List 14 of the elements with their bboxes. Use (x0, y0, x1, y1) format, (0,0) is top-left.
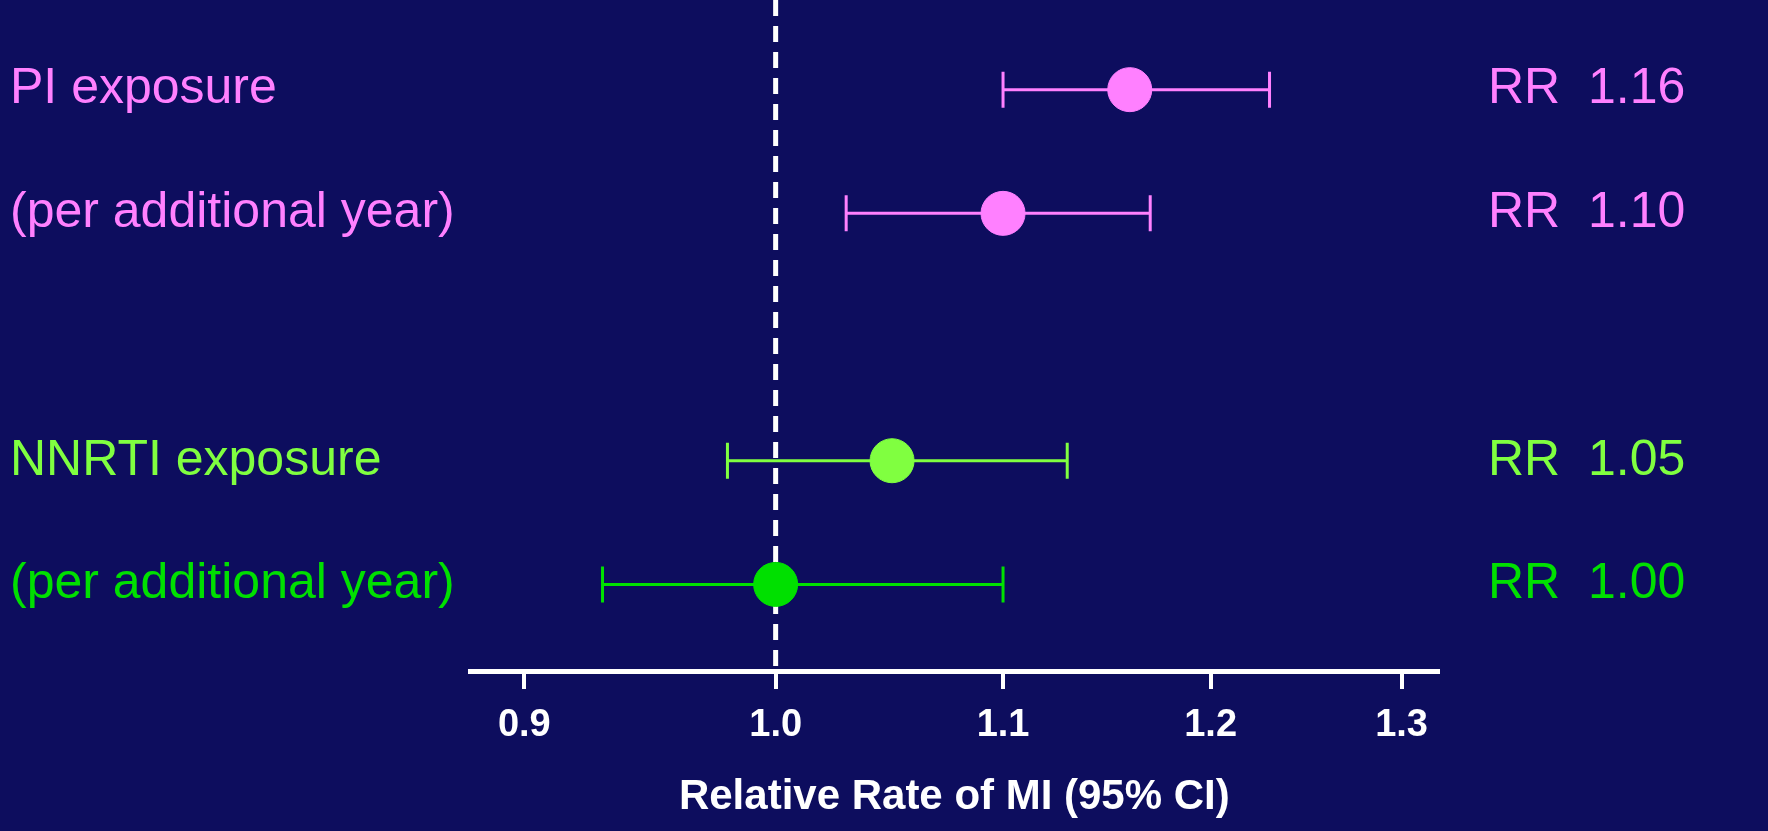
y-tick-label: PI exposure (10, 58, 277, 115)
x-axis-title: Relative Rate of MI (95% CI) (678, 771, 1230, 819)
y-tick-label: (per additional year) (10, 182, 455, 239)
x-tick-label: 1.0 (749, 702, 803, 745)
y-tick-label: (per additional year) (10, 553, 455, 610)
x-tick-label: 1.1 (976, 702, 1030, 745)
data-label: RR 1.05 (1488, 429, 1686, 486)
data-label: RR 1.10 (1488, 182, 1686, 239)
x-tick-label: 1.2 (1184, 702, 1238, 745)
y-tick-label: NNRTI exposure (10, 429, 382, 486)
data-label: RR 1.00 (1488, 553, 1686, 610)
x-tick-label: 1.3 (1375, 702, 1428, 745)
data-label: RR 1.16 (1488, 58, 1686, 115)
x-tick-label: 0.9 (497, 702, 551, 745)
